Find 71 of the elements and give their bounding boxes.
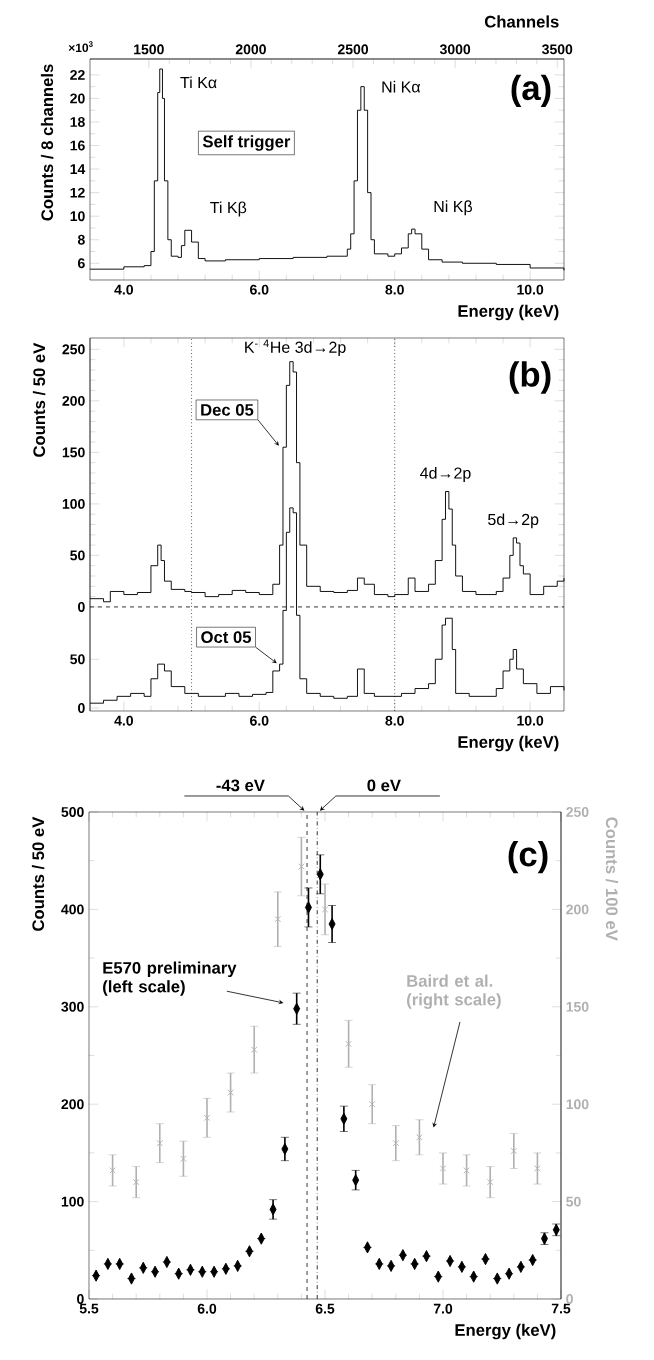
y2-tick-label: 150: [566, 1001, 589, 1012]
x-tick-label: 10.0: [517, 284, 544, 295]
ref-line-label: 0 eV: [367, 779, 401, 792]
x-axis-title: Energy (keV): [455, 1323, 556, 1340]
y-tick-label: 200: [62, 395, 85, 406]
y-tick-label: 400: [61, 904, 84, 915]
y-tick-label: 8: [77, 234, 85, 245]
y-tick-label: 6: [78, 258, 85, 269]
x-axis-title: Energy (keV): [458, 735, 559, 752]
y-tick-label: 16: [70, 140, 85, 151]
y-tick-label: 200: [61, 1099, 84, 1110]
annotation: Ni Kβ: [434, 200, 473, 216]
x-tick-label: 8.0: [385, 715, 404, 726]
annotation: 5d→2p: [488, 513, 539, 529]
y-tick-label: 100: [61, 1196, 84, 1207]
y-axis-title: Counts / 50 eV: [31, 816, 45, 931]
annotation: E570 preliminary (left scale): [103, 961, 237, 996]
y-tick-label: 100: [62, 498, 85, 509]
x-tick-label: 4.0: [114, 284, 134, 295]
x-tick-label: 6.0: [250, 284, 269, 295]
y-tick-label: 12: [70, 187, 85, 198]
text: (c): [508, 841, 548, 874]
y2-tick-label: 50: [566, 1196, 581, 1207]
y-tick-label: 250: [62, 344, 85, 355]
chart-title: (a): [511, 74, 551, 108]
annotation: K$^{- 4}$He 3d→2p: [245, 339, 346, 357]
y-tick-label: 150: [62, 447, 85, 458]
annotation: Ti Kβ: [210, 201, 247, 217]
y-tick-label: 0: [77, 1294, 84, 1304]
annotation: Dec 05: [201, 403, 254, 416]
y-tick-label: 300: [61, 1001, 84, 1012]
y2-tick-label: 0: [566, 1294, 573, 1304]
x2-axis-title: Channels: [484, 15, 559, 28]
y2-tick-label: 250: [566, 807, 589, 817]
annotation: Self trigger: [202, 135, 291, 151]
y2-tick-label: 200: [566, 904, 589, 915]
text: ×10$^{3}$: [68, 41, 93, 53]
x-tick-label: 4.0: [114, 715, 134, 726]
y-tick-label: 50: [70, 550, 85, 561]
x-tick-label: 6.5: [315, 1303, 335, 1314]
y-tick-label: 22: [70, 70, 85, 80]
annotation: 4d→2p: [420, 467, 471, 482]
y-axis-title: Counts / 8 channels: [40, 64, 54, 221]
x-tick-label: 5.5: [79, 1303, 99, 1314]
y-tick-label: 14: [70, 164, 86, 174]
annotation: Ni Kα: [382, 80, 421, 93]
y-tick-label: 10: [70, 211, 85, 222]
annotation: Ti Kα: [180, 76, 217, 89]
x-tick-label: 6.0: [250, 715, 269, 726]
ref-line-label: -43 eV: [216, 779, 265, 792]
x-tick-label: 6.0: [197, 1303, 217, 1314]
y2-tick-label: 100: [566, 1099, 589, 1110]
x-tick-label: 8.0: [385, 284, 404, 295]
text: (b): [509, 361, 551, 394]
y-tick-label: 20: [70, 93, 85, 104]
x-tick-label: 7.5: [551, 1303, 571, 1314]
y-tick-label: 500: [61, 807, 84, 817]
x2-tick-label: 2000: [235, 44, 266, 55]
x-tick-label: 7.0: [433, 1303, 453, 1314]
y-tick-label: 0: [78, 601, 85, 612]
x2-tick-label: 3000: [439, 44, 471, 55]
y-tick-label: 18: [70, 117, 85, 127]
x-tick-label: 10.0: [517, 715, 544, 726]
y-axis-title: Counts / 50 eV: [32, 342, 46, 457]
annotation: Baird et al. (right scale): [407, 974, 501, 1009]
x2-tick-label: 1500: [134, 44, 164, 55]
x2-tick-label: 3500: [542, 44, 573, 55]
x-axis-title: Energy (keV): [458, 304, 559, 321]
y2-axis-title: Counts / 100 eV: [605, 817, 619, 941]
annotation: Oct 05: [201, 631, 252, 644]
x2-tick-label: 2500: [337, 44, 369, 55]
